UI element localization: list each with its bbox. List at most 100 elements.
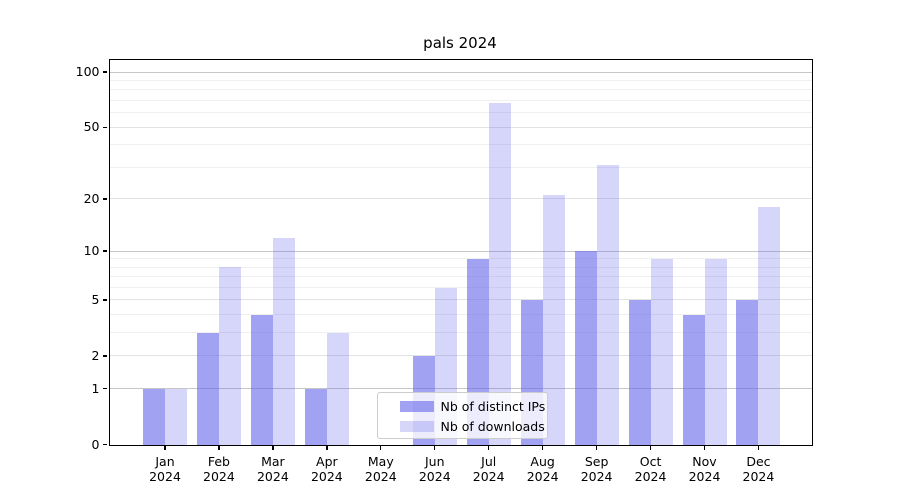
x-tickmark-apr (326, 446, 328, 450)
x-ticklabel-year: 2024 (418, 469, 451, 485)
x-ticklabel-jan: Jan 2024 (133, 454, 197, 485)
x-tickmark-jun (434, 446, 436, 450)
legend-row-downloads: Nb of downloads (378, 417, 547, 437)
gridline-5 (109, 299, 812, 301)
gridline-minor-9 (109, 258, 812, 260)
x-ticklabel-year: 2024 (472, 469, 505, 485)
bar-downloads-dec (758, 206, 781, 445)
x-tickmark-jan (164, 446, 166, 450)
x-ticklabel-year: 2024 (742, 469, 775, 485)
y-tickmark-2 (102, 355, 107, 357)
gridline-minor-60 (109, 112, 812, 114)
gridline-2 (109, 355, 812, 357)
x-tickmark-mar (272, 446, 274, 450)
x-ticklabel-year: 2024 (203, 469, 235, 485)
y-ticklabel-0: 0 (91, 436, 100, 452)
bar-downloads-aug (542, 195, 565, 445)
x-ticklabel-feb: Feb 2024 (187, 454, 251, 485)
bar-downloads-jan (165, 388, 187, 445)
bar-downloads-oct (650, 258, 673, 445)
gridline-10 (109, 250, 812, 252)
gridline-minor-4 (109, 314, 812, 316)
x-ticklabel-year: 2024 (634, 469, 667, 485)
bar-ips-mar (250, 314, 273, 445)
gridline-20 (109, 198, 812, 200)
bar-ips-apr (304, 388, 327, 445)
y-ticklabel-100: 100 (75, 64, 100, 80)
x-ticklabel-nov: Nov 2024 (673, 454, 737, 485)
y-tickmark-50 (102, 126, 107, 128)
bar-downloads-feb (218, 267, 241, 445)
x-ticklabel-jun: Jun 2024 (403, 454, 467, 485)
y-tickmark-10 (102, 250, 107, 252)
plot-inner: Nb of distinct IPs Nb of downloads 0 1 2 5 1… (76, 60, 812, 484)
x-ticklabel-year: 2024 (149, 469, 181, 485)
gridline-minor-70 (109, 100, 812, 102)
x-tickmark-dec (757, 446, 760, 450)
x-ticklabel-apr: Apr 2024 (295, 454, 359, 485)
gridline-1 (109, 388, 812, 390)
x-ticklabel-year: 2024 (688, 469, 721, 485)
gridline-minor-40 (109, 144, 812, 146)
chart-title: pals 2024 (423, 34, 497, 52)
bar-downloads-sep (596, 164, 619, 445)
legend-swatch-distinct-ips (399, 401, 434, 412)
y-ticklabel-50: 50 (83, 119, 100, 135)
legend: Nb of distinct IPs Nb of downloads (376, 391, 548, 439)
gridline-100 (109, 71, 812, 73)
bar-ips-dec (736, 299, 759, 445)
x-tickmark-nov (703, 446, 706, 450)
x-tickmark-oct (649, 446, 652, 450)
y-ticklabel-1: 1 (91, 380, 100, 396)
x-ticklabel-jul: Jul 2024 (457, 454, 521, 485)
gridline-minor-30 (109, 166, 812, 168)
y-tickmark-5 (102, 299, 107, 301)
gridline-minor-8 (109, 266, 812, 268)
bar-ips-oct (628, 299, 651, 445)
gridline-minor-3 (109, 332, 812, 334)
legend-label-distinct-ips: Nb of distinct IPs (440, 399, 546, 414)
x-ticklabel-year: 2024 (310, 469, 343, 485)
x-ticklabel-may: May 2024 (349, 454, 413, 485)
y-ticklabel-5: 5 (91, 291, 100, 307)
bar-ips-feb (196, 332, 219, 445)
legend-swatch-downloads (399, 421, 434, 432)
bar-ips-jan (143, 388, 165, 445)
x-ticklabel-mar: Mar 2024 (241, 454, 305, 485)
bar-downloads-mar (272, 237, 295, 445)
y-tickmark-1 (102, 387, 107, 390)
x-ticklabel-aug: Aug 2024 (511, 454, 575, 485)
bar-downloads-apr (326, 332, 349, 445)
x-ticklabel-sep: Sep 2024 (565, 454, 629, 485)
bar-ips-sep (574, 251, 597, 445)
bar-ips-nov (682, 314, 705, 445)
x-ticklabel-year: 2024 (580, 469, 613, 485)
gridline-minor-6 (109, 286, 812, 288)
y-tickmark-20 (102, 198, 107, 200)
x-tickmark-jul (488, 446, 490, 450)
y-ticklabel-20: 20 (83, 190, 100, 206)
x-tickmark-may (380, 446, 382, 450)
y-ticklabel-10: 10 (83, 243, 100, 259)
x-ticklabel-year: 2024 (526, 469, 559, 485)
x-ticklabel-year: 2024 (256, 469, 289, 485)
legend-row-distinct-ips: Nb of distinct IPs (378, 397, 547, 417)
gridline-50 (109, 126, 812, 128)
x-tickmark-sep (595, 446, 598, 450)
x-ticklabel-year: 2024 (364, 469, 397, 485)
x-tickmark-feb (218, 446, 220, 450)
y-tickmark-100 (102, 71, 107, 73)
bar-downloads-nov (704, 258, 727, 445)
bar-downloads-jul (488, 102, 511, 445)
y-tickmark-0 (102, 443, 107, 446)
gridline-minor-90 (109, 80, 812, 82)
x-tickmark-aug (541, 446, 544, 450)
y-ticklabel-2: 2 (91, 347, 100, 363)
gridline-minor-80 (109, 89, 812, 91)
x-ticklabel-oct: Oct 2024 (619, 454, 683, 485)
legend-label-downloads: Nb of downloads (440, 419, 545, 434)
gridline-minor-7 (109, 276, 812, 278)
x-ticklabel-dec: Dec 2024 (726, 454, 790, 485)
plot-area: Nb of distinct IPs Nb of downloads 0 1 2 5 1… (76, 58, 813, 484)
